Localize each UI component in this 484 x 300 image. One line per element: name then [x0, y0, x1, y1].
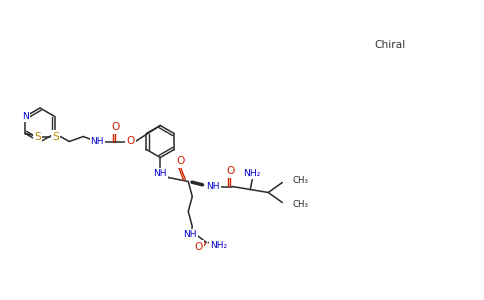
- Text: S: S: [34, 131, 41, 142]
- Text: NH₂: NH₂: [210, 241, 227, 250]
- Text: O: O: [226, 167, 234, 176]
- Text: O: O: [176, 157, 184, 166]
- Text: O: O: [111, 122, 120, 133]
- Text: N: N: [22, 112, 29, 121]
- Text: Chiral: Chiral: [375, 40, 406, 50]
- Text: NH: NH: [91, 137, 104, 146]
- Text: NH₂: NH₂: [243, 169, 261, 178]
- Text: NH: NH: [183, 230, 197, 239]
- Text: CH₃: CH₃: [292, 200, 308, 209]
- Text: O: O: [126, 136, 135, 146]
- Text: O: O: [194, 242, 202, 251]
- Text: NH: NH: [207, 182, 220, 191]
- Text: CH₃: CH₃: [292, 176, 308, 185]
- Text: S: S: [52, 131, 59, 142]
- Text: NH: NH: [153, 169, 167, 178]
